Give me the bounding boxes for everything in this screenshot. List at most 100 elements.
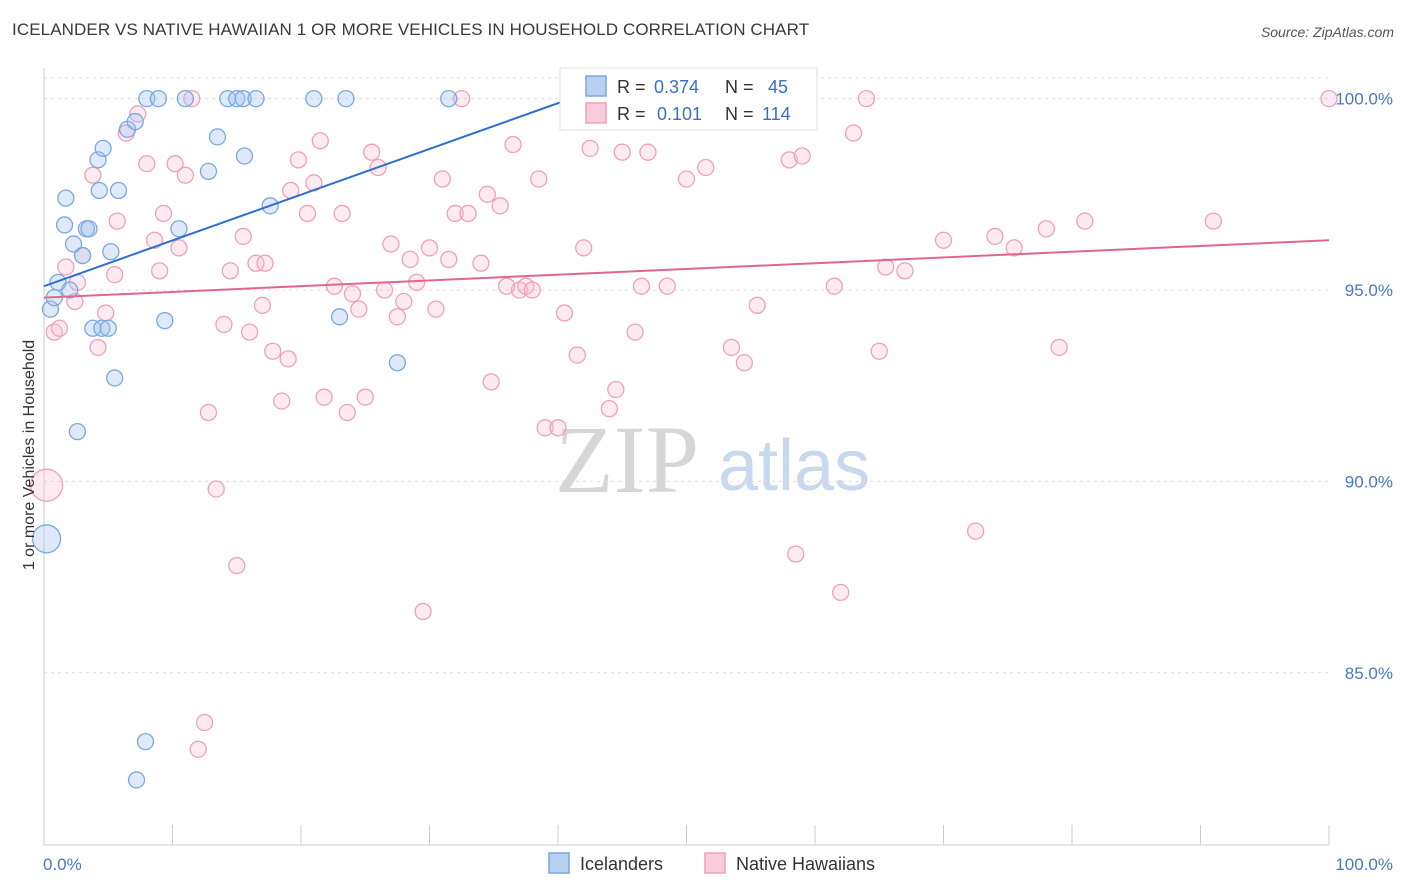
icelander-point xyxy=(68,422,87,441)
native-hawaiian-point xyxy=(264,342,282,360)
icelander-point xyxy=(149,89,168,108)
legend-r-label: R = xyxy=(617,77,646,97)
native-hawaiian-point xyxy=(793,147,811,165)
watermark-atlas: atlas xyxy=(718,426,870,506)
native-hawaiian-point xyxy=(57,258,75,276)
native-hawaiian-point xyxy=(568,346,586,364)
legend-n-native-hawaiians: 114 xyxy=(762,104,791,124)
native-hawaiian-point xyxy=(697,158,715,177)
native-hawaiian-point xyxy=(482,373,500,391)
y-tick-label: 90.0% xyxy=(1345,472,1393,491)
icelander-point xyxy=(99,319,117,337)
legend-r-native-hawaiians: 0.101 xyxy=(657,104,702,124)
bottom-legend: Icelanders Native Hawaiians xyxy=(548,852,875,874)
icelander-point xyxy=(228,89,246,108)
native-hawaiian-point xyxy=(221,262,239,280)
native-hawaiian-point xyxy=(338,403,356,422)
native-hawaiian-point xyxy=(256,254,274,272)
native-hawaiian-point xyxy=(877,258,895,276)
native-hawaiian-point xyxy=(478,185,496,203)
native-hawaiian-point xyxy=(1050,338,1068,357)
native-hawaiian-point xyxy=(735,354,753,372)
native-hawaiian-point xyxy=(1005,239,1023,257)
native-hawaiian-point xyxy=(748,296,766,314)
native-hawaiian-point xyxy=(350,300,368,318)
native-hawaiian-point xyxy=(89,338,107,357)
native-hawaiian-point xyxy=(166,155,184,173)
native-hawaiian-point xyxy=(176,166,195,184)
native-hawaiian-point xyxy=(452,89,471,108)
native-hawaiian-point xyxy=(896,262,914,280)
native-hawaiian-point xyxy=(363,143,381,161)
native-hawaiian-point xyxy=(154,204,173,223)
axes: 85.0% 90.0% 95.0% 100.0% xyxy=(43,68,1393,846)
y-axis-label: 1 or more Vehicles in Household xyxy=(21,340,38,570)
native-hawaiian-point xyxy=(401,250,419,269)
native-hawaiian-point xyxy=(632,277,651,295)
x-tick-label-0: 0.0% xyxy=(43,855,82,874)
native-hawaiian-point xyxy=(504,135,522,154)
icelander-point xyxy=(234,89,252,108)
native-hawaiian-point xyxy=(1204,212,1222,230)
icelander-point xyxy=(80,220,98,238)
native-hawaiian-point xyxy=(189,740,207,758)
native-hawaiian-point xyxy=(446,204,464,223)
icelander-point xyxy=(330,308,349,326)
native-hawaiian-point xyxy=(106,266,124,284)
icelander-point xyxy=(109,181,128,200)
native-hawaiian-point xyxy=(536,419,554,437)
native-hawaiian-point xyxy=(934,231,953,249)
icelander-point xyxy=(106,369,124,387)
native-hawaiian-point xyxy=(844,124,863,142)
native-hawaiian-point xyxy=(530,170,548,188)
native-hawaiian-point xyxy=(150,262,169,280)
icelander-point xyxy=(440,89,458,108)
legend-r-label-2: R = xyxy=(617,104,646,124)
icelander-point xyxy=(64,235,83,253)
native-hawaiian-point xyxy=(780,151,798,169)
native-hawaiian-point xyxy=(279,350,297,368)
legend-n-icelanders: 45 xyxy=(768,77,788,97)
native-hawaiian-point xyxy=(395,292,413,311)
grid-lines xyxy=(44,77,1329,674)
native-hawaiian-point xyxy=(857,89,876,108)
native-hawaiian-point xyxy=(29,468,64,502)
icelander-point xyxy=(388,354,407,372)
icelander-point xyxy=(247,89,265,108)
y-tick-label: 85.0% xyxy=(1345,664,1393,683)
native-hawaiian-point xyxy=(253,296,272,314)
native-hawaiian-point xyxy=(234,227,252,246)
x-tick-label-100: 100.0% xyxy=(1335,855,1393,874)
bottom-legend-native-hawaiians: Native Hawaiians xyxy=(736,854,875,874)
native-hawaiian-point xyxy=(986,227,1004,246)
native-hawaiian-point xyxy=(433,170,452,188)
native-hawaiian-point xyxy=(247,254,265,272)
native-hawaiian-point xyxy=(333,204,351,223)
native-hawaiian-point xyxy=(1037,220,1055,238)
icelander-trend-line xyxy=(43,97,572,288)
native-hawaiian-point xyxy=(870,342,888,360)
native-hawaiian-point xyxy=(199,403,218,422)
native-hawaiian-point xyxy=(658,277,676,295)
native-hawaiian-point xyxy=(315,388,333,406)
native-hawaiian-point xyxy=(356,388,374,406)
icelander-point xyxy=(337,89,355,108)
native-hawaiian-point xyxy=(289,151,308,169)
native-hawaiian-point xyxy=(170,239,188,257)
native-hawaiian-point xyxy=(311,132,329,150)
legend-n-label-2: N = xyxy=(725,104,754,124)
icelander-point xyxy=(156,311,174,330)
legend-swatch-icelanders xyxy=(585,75,607,97)
icelander-point xyxy=(136,733,155,751)
legend-n-label: N = xyxy=(725,77,754,97)
native-hawaiian-point xyxy=(427,300,445,318)
trend-lines xyxy=(43,97,1330,299)
series-icelanders xyxy=(31,89,811,789)
watermark-zip: ZIP xyxy=(555,406,699,513)
native-hawaiian-point xyxy=(575,239,593,257)
native-hawaiian-point xyxy=(228,556,246,575)
native-hawaiian-point xyxy=(407,273,426,291)
icelander-point xyxy=(127,771,146,789)
native-hawaiian-point xyxy=(1076,212,1094,230)
